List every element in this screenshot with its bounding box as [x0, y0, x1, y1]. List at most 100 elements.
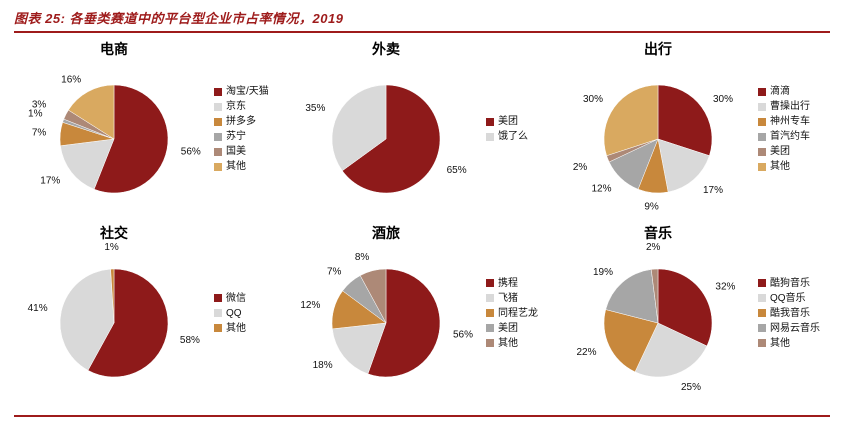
legend-swatch [214, 162, 222, 171]
slice-pct-label: 12% [591, 184, 611, 195]
legend-item: 美团 [758, 146, 810, 157]
pie-slice-QQ [59, 268, 115, 371]
legend-swatch [758, 279, 766, 287]
legend-swatch [486, 279, 494, 287]
slice-pct-label: 7% [32, 128, 47, 139]
legend-hotel-travel: 携程 飞猪 同程艺龙 美团 其他 [486, 278, 538, 349]
legend-label: 饿了么 [498, 131, 528, 142]
pie-social: 58% 41% 1% [28, 242, 200, 378]
legend-swatch [758, 102, 766, 111]
legend-label: 其他 [770, 337, 790, 349]
pie-ecommerce: 56% 17% 7% 1%3% 16% [28, 74, 201, 194]
pie-column: 社交 58% 41% 1% [14, 225, 214, 401]
legend-item: 其他 [486, 338, 538, 349]
legend-item: 网易云音乐 [758, 323, 820, 334]
charts-grid: 电商 56% 17% 7% 1% 3% 16% 淘宝/天猫 京东 拼多多 苏宁 国美 其他 外卖 65% 35… [14, 37, 830, 405]
legend-swatch [486, 294, 494, 302]
legend-label: 网易云音乐 [770, 322, 820, 334]
legend-swatch [214, 324, 222, 332]
chart-music: 音乐 32% 25% 22% 19% 2% 酷狗音乐 QQ音乐 酷我音乐 网易云音乐 其他 [558, 221, 830, 405]
legend-item: 其他 [214, 161, 269, 172]
pie-slice-其他 [359, 268, 387, 324]
pie-slice-饿了么 [331, 84, 387, 172]
legend-swatch [758, 162, 766, 171]
legend-swatch [214, 147, 222, 156]
chart-food-delivery: 外卖 65% 35% 美团饿了么 [286, 37, 558, 221]
legend-item: 微信 [214, 293, 246, 304]
legend-item: 拼多多 [214, 116, 269, 127]
legend-swatch [486, 117, 494, 126]
legend-item: 其他 [758, 338, 820, 349]
legend-label: 拼多多 [226, 116, 256, 127]
legend-item: 滴滴 [758, 86, 810, 97]
slice-pct-label: 3% [32, 100, 47, 111]
pie-slice-微信 [87, 268, 169, 378]
slice-pct-label: 35% [305, 103, 325, 114]
chart-title-mobility: 出行 [644, 41, 672, 57]
pie-slice-其他 [68, 84, 115, 140]
legend-swatch [758, 339, 766, 347]
legend-item: 苏宁 [214, 131, 269, 142]
legend-item: 首汽约车 [758, 131, 810, 142]
pie-slice-酷我音乐 [603, 309, 659, 373]
legend-mobility: 滴滴 曹操出行 神州专车 首汽约车 美团 其他 [758, 86, 810, 172]
pie-column: 出行 30% 17% 9% 12% 2% 30% [558, 41, 758, 217]
pie-slice-其他 [110, 268, 115, 324]
legend-item: 京东 [214, 101, 269, 112]
legend-swatch [486, 132, 494, 141]
legend-item: 曹操出行 [758, 101, 810, 112]
slice-pct-label: 41% [28, 303, 48, 314]
chart-social: 社交 58% 41% 1% 微信 QQ 其他 [14, 221, 286, 405]
slice-pct-label: 32% [715, 282, 735, 293]
pie-slice-酷狗音乐 [657, 268, 713, 347]
legend-item: 其他 [758, 161, 810, 172]
legend-swatch [214, 87, 222, 96]
legend-swatch [214, 309, 222, 317]
slice-pct-label: 8% [355, 252, 370, 263]
legend-swatch [758, 309, 766, 317]
legend-swatch [758, 132, 766, 141]
pie-slice-滴滴 [657, 84, 713, 157]
legend-item: 淘宝/天猫 [214, 86, 269, 97]
legend-label: 国美 [226, 146, 246, 157]
slice-pct-label: 12% [300, 300, 320, 311]
pie-slice-其他 [603, 84, 659, 157]
legend-label: QQ [226, 307, 242, 319]
bottom-rule [14, 415, 830, 417]
legend-label: 美团 [498, 322, 518, 334]
legend-label: 其他 [770, 161, 790, 172]
legend-label: 京东 [226, 101, 246, 112]
pie-slice-携程 [367, 268, 441, 378]
pie-column: 电商 56% 17% 7% 1% 3% 16% [14, 41, 214, 217]
legend-item: 酷狗音乐 [758, 278, 820, 289]
legend-label: 滴滴 [770, 86, 790, 97]
legend-swatch [758, 87, 766, 96]
pie-mobility: 30% 17% 9% 12%2% 30% [573, 84, 733, 213]
legend-label: 携程 [498, 277, 518, 289]
legend-swatch [486, 309, 494, 317]
pie-column: 音乐 32% 25% 22% 19% 2% [558, 225, 758, 401]
slice-pct-label: 16% [61, 74, 81, 85]
legend-item: 酷我音乐 [758, 308, 820, 319]
legend-swatch [758, 294, 766, 302]
chart-title-social: 社交 [100, 225, 128, 241]
slice-pct-label: 19% [593, 267, 613, 278]
legend-label: 苏宁 [226, 131, 246, 142]
legend-label: QQ音乐 [770, 292, 806, 304]
pie-slice-飞猪 [332, 322, 387, 375]
legend-label: 酷狗音乐 [770, 277, 810, 289]
slice-pct-label: 65% [447, 165, 467, 176]
legend-swatch [758, 324, 766, 332]
legend-item: 美团 [486, 116, 528, 127]
pie-music: 32% 25% 22% 19% 2% [576, 242, 735, 393]
legend-label: 美团 [498, 116, 518, 127]
legend-swatch [214, 117, 222, 126]
pie-slice-美团 [341, 84, 441, 194]
slice-pct-label: 17% [40, 176, 60, 187]
legend-swatch [214, 294, 222, 302]
chart-title-ecommerce: 电商 [100, 41, 128, 57]
slice-pct-label: 22% [576, 347, 596, 358]
legend-item: 同程艺龙 [486, 308, 538, 319]
legend-food-delivery: 美团 饿了么 [486, 116, 528, 142]
chart-title-food-delivery: 外卖 [372, 41, 400, 57]
